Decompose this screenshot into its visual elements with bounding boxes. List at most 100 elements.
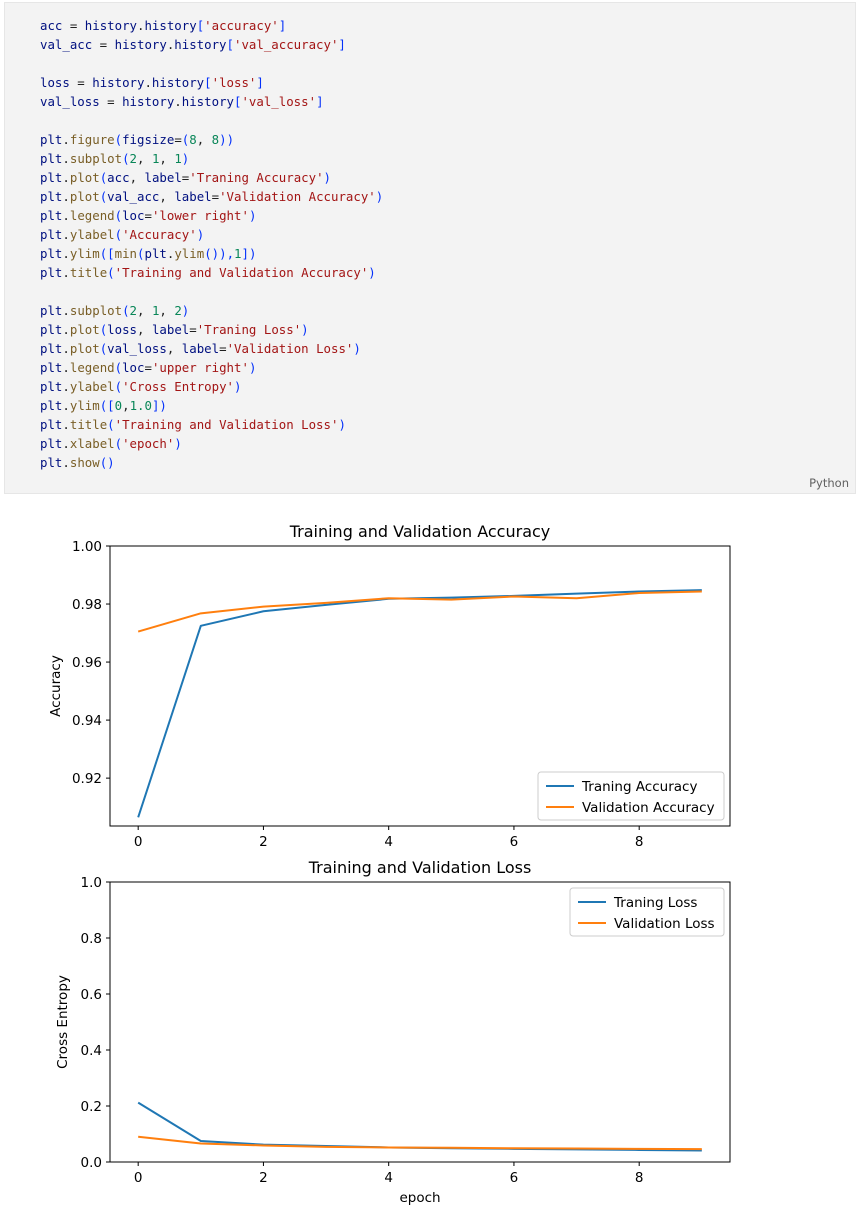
legend-box [569, 887, 725, 937]
chart-1: Training and Validation Accuracy 0 2 4 6 8 0.9… [48, 522, 731, 850]
code-token: , [129, 170, 145, 185]
legend: Traning Loss Validation Loss [569, 887, 725, 937]
x-tick-label: 6 [510, 834, 519, 850]
code-token: 'loss' [211, 75, 257, 90]
code-token: plt [144, 246, 167, 261]
legend: Traning Accuracy Validation Accuracy [537, 771, 725, 821]
code-token: , [137, 303, 152, 318]
code-token: , [159, 303, 175, 318]
code-token: history [84, 18, 137, 33]
code-token: ] [316, 94, 324, 109]
code-token: . [62, 322, 70, 337]
code-token: ] [278, 18, 287, 33]
code-token: , [137, 322, 152, 337]
code-line: plt.figure(figsize=(8, 8)) [40, 130, 383, 149]
series-line-2 [138, 1135, 702, 1151]
code-token: 'Training and Validation Accuracy' [114, 265, 369, 280]
code-token: 'val_accuracy' [233, 37, 339, 52]
code-token: ( [122, 303, 130, 318]
code-token: ( [99, 322, 108, 337]
code-token: loc [122, 208, 145, 223]
code-token: 8 [211, 132, 220, 147]
chart-2: Training and Validation Loss 0 2 4 6 8 0.0 0.2 0… [55, 858, 731, 1206]
x-tick-label: 8 [635, 1170, 644, 1186]
code-token: 2 [129, 303, 138, 318]
x-tick-label: 4 [384, 834, 393, 850]
code-token: plot [69, 341, 100, 356]
y-axis-label: Cross Entropy [55, 975, 71, 1069]
code-token: . [166, 37, 175, 52]
code-token: ]) [241, 246, 257, 261]
code-token: [ [226, 37, 234, 52]
code-token: min [114, 246, 138, 261]
code-token: label [174, 189, 212, 204]
code-token: ) [196, 227, 205, 242]
code-token: ) [248, 208, 257, 223]
code-token: . [62, 303, 70, 318]
code-token: . [62, 189, 70, 204]
code-line: plt.xlabel('epoch') [40, 434, 383, 453]
code-token: . [62, 170, 70, 185]
code-editor[interactable]: acc = history.history['accuracy'] val_acc… [40, 16, 383, 472]
code-token: title [69, 417, 108, 432]
code-line: plt.ylabel('Cross Entropy') [40, 377, 383, 396]
code-line: loss = history.history['loss'] [40, 73, 383, 92]
code-token: ) [181, 303, 190, 318]
code-token: . [62, 227, 70, 242]
code-token: ) [234, 379, 242, 394]
code-token: loss [107, 322, 138, 337]
code-token: ( [107, 417, 115, 432]
code-token: 1 [151, 303, 160, 318]
code-token: plot [69, 189, 100, 204]
code-token: label [181, 341, 220, 356]
code-token: ) [375, 189, 384, 204]
code-token: . [62, 132, 70, 147]
code-token: 2 [129, 151, 138, 166]
code-token: title [69, 265, 108, 280]
code-token: = [211, 189, 220, 204]
code-token: 'Validation Loss' [226, 341, 354, 356]
code-token: ylim [69, 246, 100, 261]
code-token: ylim [69, 398, 100, 413]
code-token: subplot [69, 151, 123, 166]
code-line: acc = history.history['accuracy'] [40, 16, 383, 35]
series-line-2 [137, 590, 702, 633]
language-label[interactable]: Python [809, 476, 849, 490]
legend-box [537, 771, 725, 821]
code-token: label [151, 322, 190, 337]
code-token: ) [248, 360, 257, 375]
code-line: plt.subplot(2, 1, 1) [40, 149, 383, 168]
y-tick-label: 0.96 [72, 655, 102, 671]
code-token: ) [368, 265, 376, 280]
x-tick-label: 8 [635, 834, 644, 850]
code-token: = [99, 94, 123, 109]
code-token: ( [114, 208, 123, 223]
code-token: ]) [151, 398, 167, 413]
code-token: , [166, 341, 182, 356]
code-token: . [62, 341, 70, 356]
code-token: [ [196, 18, 205, 33]
code-token: 'epoch' [122, 436, 175, 451]
code-token: ( [114, 360, 123, 375]
chart-title: Training and Validation Loss [308, 858, 532, 877]
code-token: = [62, 18, 85, 33]
code-token: ( [137, 246, 145, 261]
y-tick-label: 0.6 [81, 987, 102, 1003]
legend-label: Validation Accuracy [582, 800, 715, 816]
code-token: = [189, 322, 197, 337]
code-line: plt.show() [40, 453, 383, 472]
code-line: plt.legend(loc='lower right') [40, 206, 383, 225]
code-token: history [122, 94, 175, 109]
code-token: )) [219, 132, 235, 147]
code-token: plt [40, 265, 63, 280]
code-token: 'val_loss' [241, 94, 317, 109]
code-token: ([ [99, 246, 115, 261]
y-tick-label: 0.94 [72, 713, 102, 729]
code-cell[interactable]: acc = history.history['accuracy'] val_acc… [4, 2, 856, 494]
code-token: [ [233, 94, 242, 109]
code-token: () [99, 455, 115, 470]
code-token: 'Cross Entropy' [122, 379, 234, 394]
code-line: plt.ylim([min(plt.ylim()),1]) [40, 244, 383, 263]
code-token: ] [338, 37, 346, 52]
code-token: 'accuracy' [204, 18, 279, 33]
